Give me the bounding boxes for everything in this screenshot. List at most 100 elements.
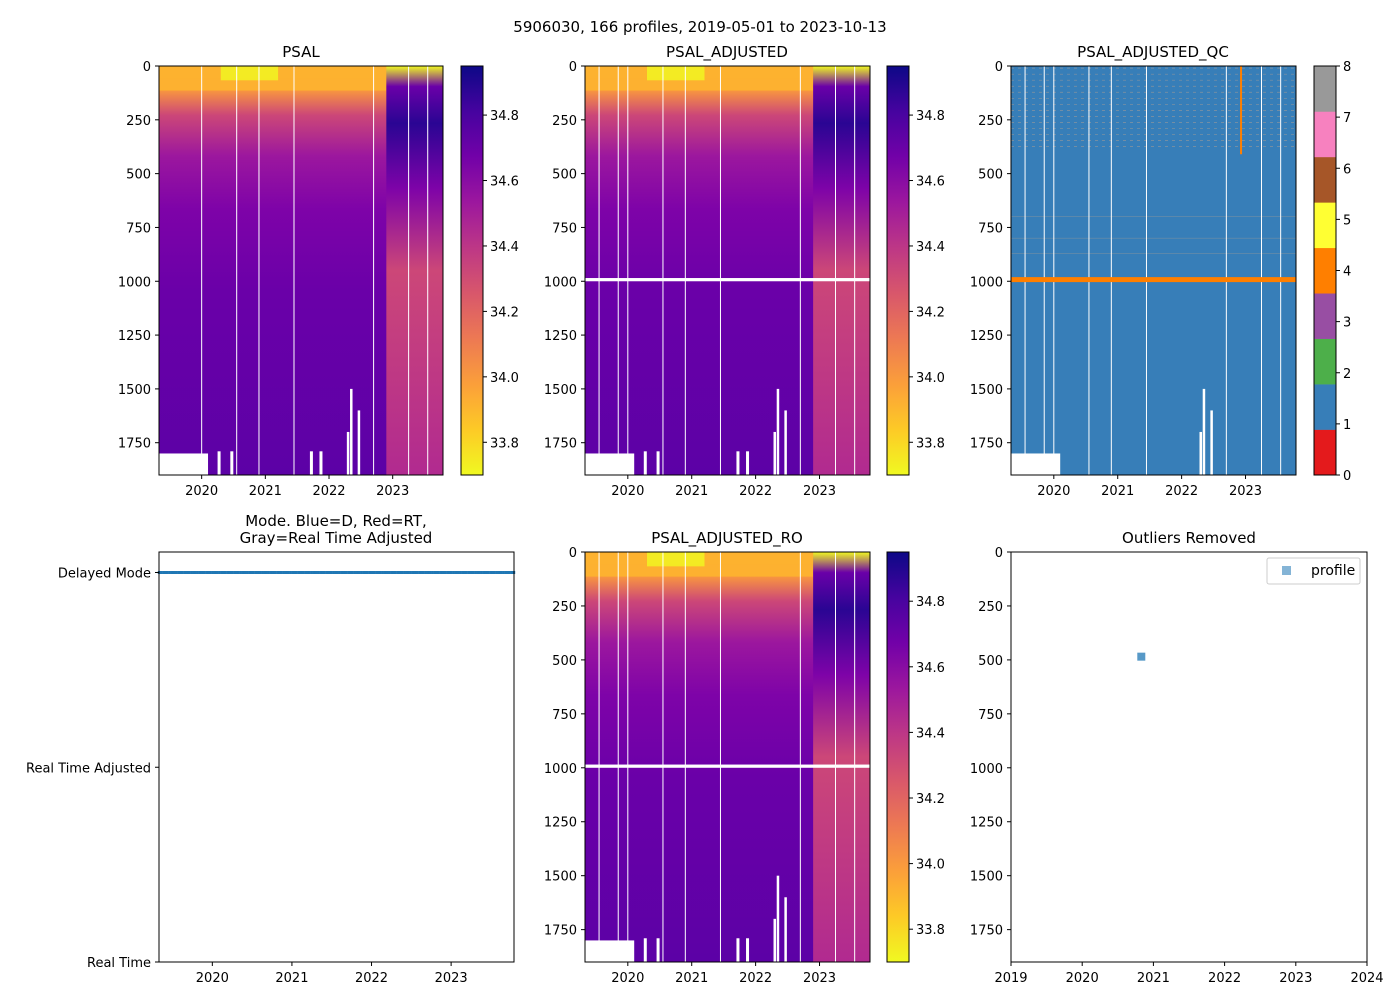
mode-point [366,571,369,574]
colorbar-segment [1314,111,1336,158]
missing-deep-data [346,431,350,475]
y-tick-label: 500 [978,168,1003,183]
y-tick-label: 250 [552,600,577,615]
panel-psal-ro-colorbar: 33.8 34.0 34.2 34.4 34.6 34.8 [886,551,945,963]
surface-fresh-patch [646,66,705,81]
mode-point [293,571,296,574]
colorbar-tick-label: 0 [1343,469,1351,484]
missing-deep-data [746,938,750,962]
colorbar-tick-label: 33.8 [490,436,519,451]
mode-point [213,571,217,574]
colorbar-tick-label: 3 [1343,316,1351,331]
mode-point [478,571,481,574]
mode-point [349,571,352,574]
mode-point [415,571,419,574]
panel-mode: Mode. Blue=D, Red=RT, Gray=Real Time Adj… [26,512,516,986]
mode-point [396,571,400,574]
mode-point [482,571,486,574]
mode-point [508,571,511,574]
mode-point [456,571,460,574]
mode-point [347,571,350,574]
axes-frame [158,65,444,476]
panel-psal-adjusted-plot: 2020 2021 2022 2023 0 250 500 750 1000 1250 1500 17… [544,60,871,499]
mode-point [297,571,301,574]
missing-deep-data [784,410,787,475]
mode-point [471,571,475,574]
mode-point [446,571,449,574]
colorbar-gradient [461,66,483,475]
mode-point [342,571,346,574]
x-tick-label: 2022 [739,484,772,499]
y-tick-label: Real Time [87,956,151,971]
mode-point [405,571,408,574]
mode-point [448,571,451,574]
mode-point [476,571,479,574]
mode-point [340,571,344,574]
colorbar-segment [1314,338,1336,385]
mode-point [486,571,490,574]
colorbar-tick-label: 34.8 [490,109,519,124]
mode-point [383,571,387,574]
mode-point [497,571,501,574]
mode-point [372,571,376,574]
mode-point [280,571,283,574]
colorbar-tick-label: 34.0 [916,858,945,873]
mode-point [351,571,354,574]
plot-background [159,552,514,962]
x-tick-label: 2021 [275,971,308,986]
mode-point [230,571,234,574]
mode-point [370,571,374,574]
colorbar-tick-label: 34.8 [916,109,945,124]
axes-frame [584,551,871,963]
y-tick-label: 0 [995,60,1003,75]
y-tick-label: 1500 [970,383,1003,398]
mode-point [177,571,180,574]
y-tick-label: 750 [978,221,1003,236]
mode-point [308,571,311,574]
legend-marker [1282,566,1291,575]
mode-point [506,571,509,574]
mode-point [433,571,436,574]
y-tick-label: 1000 [970,762,1003,777]
y-tick-label: Delayed Mode [58,567,151,582]
mode-point [164,571,167,574]
eastern-section [813,66,870,475]
y-tick-label: 1250 [970,816,1003,831]
y-tick-label: 750 [552,221,577,236]
colorbar-segment [1314,247,1336,294]
mode-point [409,571,412,574]
mode-point [237,571,240,574]
panel-psal-plot: 2020 2021 2022 2023 0 250 500 750 1000 1250 1500 17… [118,60,444,499]
mode-point [276,571,279,574]
panel-mode-plot: 2020 2021 2022 2023 Delayed Mode Real Time Ad… [26,551,516,986]
mode-point [194,571,197,574]
panel-psal: PSAL 2020 2021 2022 2023 0 250 500 750 1000 1250 1… [118,43,519,499]
x-tick-label: 2023 [1279,971,1312,986]
mode-point [321,571,324,574]
mode-point [493,571,496,574]
y-tick-label: 1250 [544,329,577,344]
x-tick-label: 2020 [611,484,644,499]
figure-suptitle: 5906030, 166 profiles, 2019-05-01 to 202… [513,18,886,36]
colorbar-tick-label: 34.2 [916,305,945,320]
mode-point [489,571,492,574]
mode-point [484,571,488,574]
mode-point [392,571,395,574]
colorbar-tick-label: 8 [1343,60,1351,75]
mode-point [269,571,273,574]
missing-deep-data [357,410,361,475]
missing-deep-data [585,453,635,475]
mode-point [379,571,382,574]
colorbar-segment [1314,429,1336,476]
qc-bad-band [1011,277,1296,283]
mode-point [304,571,307,574]
y-tick-label: 0 [143,60,151,75]
legend-label: profile [1311,563,1355,579]
mode-point [271,571,275,574]
mode-point [362,571,365,574]
mode-point [187,571,191,574]
mode-point [224,571,227,574]
mode-point [465,571,468,574]
mode-point [278,571,281,574]
y-tick-label: 1500 [118,383,151,398]
